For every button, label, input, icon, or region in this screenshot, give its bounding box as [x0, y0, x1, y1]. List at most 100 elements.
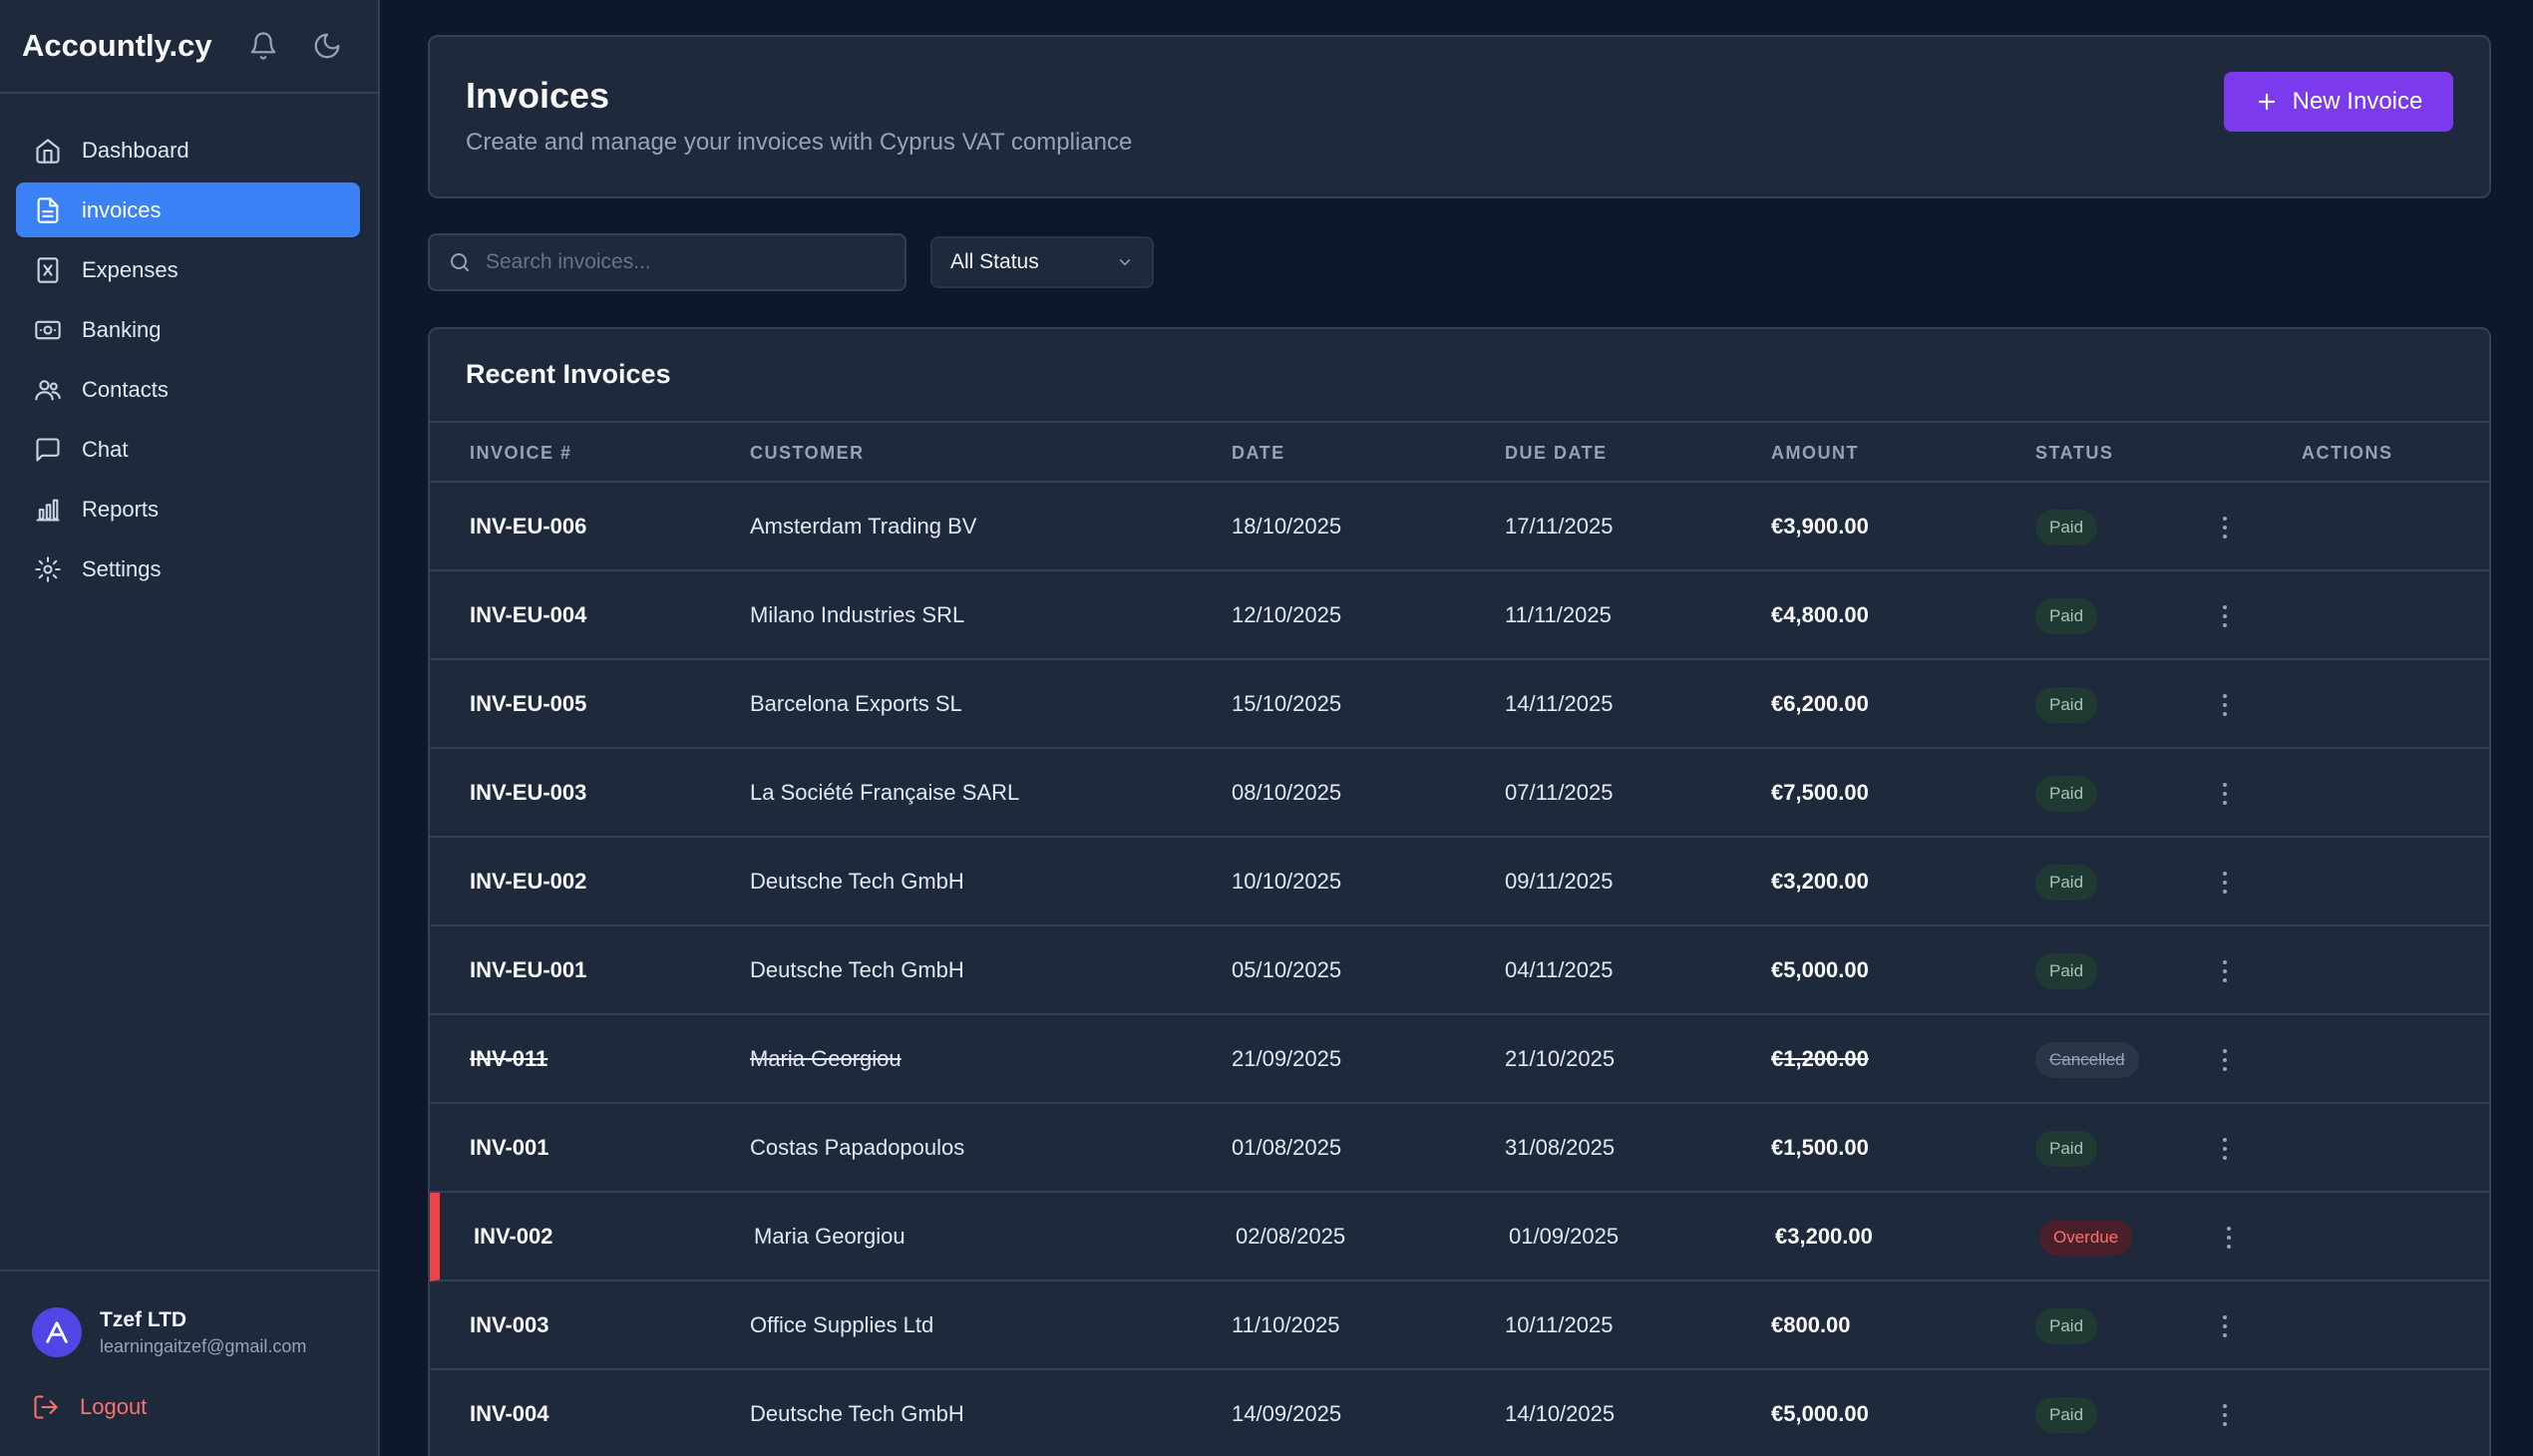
due-date: 10/11/2025 — [1505, 1312, 1614, 1337]
sidebar-item-label: Settings — [82, 555, 162, 581]
status-badge: Paid — [2035, 1308, 2098, 1344]
customer-name: Amsterdam Trading BV — [750, 514, 977, 539]
due-date: 09/11/2025 — [1505, 869, 1614, 894]
sidebar-item-expenses[interactable]: Expenses — [16, 242, 360, 297]
table-row[interactable]: INV-EU-001 Deutsche Tech GmbH 05/10/2025 04… — [430, 926, 2489, 1015]
main-content: Invoices Create and manage your invoices… — [380, 0, 2533, 1456]
customer-name: Deutsche Tech GmbH — [750, 1401, 964, 1426]
invoice-date: 08/10/2025 — [1232, 780, 1342, 805]
file-icon — [37, 196, 59, 223]
column-header-due-date: DUE DATE — [1505, 443, 1608, 463]
home-icon — [36, 138, 60, 164]
due-date: 17/11/2025 — [1505, 514, 1614, 539]
invoice-date: 10/10/2025 — [1232, 869, 1342, 894]
sidebar-item-dashboard[interactable]: Dashboard — [16, 123, 360, 178]
table-row[interactable]: INV-EU-003 La Société Française SARL 08/10… — [430, 749, 2489, 838]
sidebar-item-chat[interactable]: Chat — [16, 422, 360, 477]
table-row[interactable]: INV-EU-006 Amsterdam Trading BV 18/10/2025… — [430, 483, 2489, 571]
status-badge: Overdue — [2039, 1220, 2133, 1256]
status-badge: Paid — [2035, 1131, 2098, 1167]
table-row[interactable]: INV-EU-005 Barcelona Exports SL 15/10/2025… — [430, 660, 2489, 749]
sidebar-item-label: Contacts — [82, 376, 169, 402]
sidebar-item-banking[interactable]: Banking — [16, 302, 360, 357]
logout-button[interactable]: Logout — [32, 1393, 346, 1421]
more-actions-icon[interactable] — [2215, 1311, 2235, 1341]
more-actions-icon[interactable] — [2215, 868, 2235, 898]
chevron-down-icon — [1119, 259, 1131, 266]
table-row[interactable]: INV-004 Deutsche Tech GmbH 14/09/2025 14/10… — [430, 1370, 2489, 1456]
customer-name: Barcelona Exports SL — [750, 691, 962, 716]
customer-name: Maria Georgiou — [754, 1224, 905, 1249]
invoice-amount: €6,200.00 — [1771, 691, 1869, 716]
page-subtitle: Create and manage your invoices with Cyp… — [466, 129, 1133, 156]
search-input[interactable] — [486, 250, 885, 274]
more-actions-icon[interactable] — [2215, 513, 2235, 543]
page-header: Invoices Create and manage your invoices… — [428, 35, 2491, 198]
status-badge: Paid — [2035, 598, 2098, 634]
table-row[interactable]: INV-002 Maria Georgiou 02/08/2025 01/09/202… — [430, 1193, 2489, 1281]
sidebar-item-label: invoices — [82, 196, 162, 222]
app-logo: Accountly.cy — [22, 28, 212, 63]
sidebar-item-settings[interactable]: Settings — [16, 542, 360, 596]
more-actions-icon[interactable] — [2215, 1400, 2235, 1430]
status-filter-select[interactable]: All Status — [930, 236, 1154, 288]
status-badge: Paid — [2035, 1397, 2098, 1433]
status-filter-value: All Status — [950, 250, 1039, 273]
invoice-date: 11/10/2025 — [1232, 1312, 1340, 1337]
more-actions-icon[interactable] — [2215, 1045, 2235, 1075]
due-date: 01/09/2025 — [1509, 1224, 1620, 1249]
due-date: 11/11/2025 — [1505, 602, 1612, 627]
table-body: INV-EU-006 Amsterdam Trading BV 18/10/2025… — [430, 483, 2489, 1456]
more-actions-icon[interactable] — [2215, 956, 2235, 986]
invoice-number: INV-EU-005 — [470, 691, 587, 716]
column-header-customer: CUSTOMER — [750, 443, 865, 463]
more-actions-icon[interactable] — [2219, 1223, 2239, 1253]
table-row[interactable]: INV-001 Costas Papadopoulos 01/08/2025 31/0… — [430, 1104, 2489, 1193]
moon-icon[interactable] — [312, 31, 342, 61]
bell-icon[interactable] — [248, 31, 278, 61]
sidebar-item-label: Chat — [82, 436, 129, 462]
invoice-amount: €1,200.00 — [1771, 1046, 1869, 1071]
customer-name: Deutsche Tech GmbH — [750, 957, 964, 982]
more-actions-icon[interactable] — [2215, 690, 2235, 720]
column-header-date: DATE — [1232, 443, 1285, 463]
sidebar-item-contacts[interactable]: Contacts — [16, 362, 360, 417]
new-invoice-button[interactable]: New Invoice — [2224, 72, 2453, 132]
table-row[interactable]: INV-EU-004 Milano Industries SRL 12/10/202… — [430, 571, 2489, 660]
sidebar-item-label: Banking — [82, 316, 162, 342]
more-actions-icon[interactable] — [2215, 601, 2235, 631]
customer-name: Office Supplies Ltd — [750, 1312, 934, 1337]
new-invoice-label: New Invoice — [2292, 88, 2423, 115]
invoice-amount: €5,000.00 — [1771, 957, 1869, 982]
more-actions-icon[interactable] — [2215, 1134, 2235, 1164]
column-header-actions: ACTIONS — [2302, 443, 2393, 463]
chat-icon — [36, 437, 60, 462]
invoice-amount: €3,200.00 — [1771, 869, 1869, 894]
customer-name: Milano Industries SRL — [750, 602, 965, 627]
page-title: Invoices — [466, 75, 610, 116]
table-header: INVOICE # CUSTOMER DATE DUE DATE AMOUNT … — [430, 421, 2489, 483]
table-row[interactable]: INV-003 Office Supplies Ltd 11/10/2025 10/1… — [430, 1281, 2489, 1370]
more-actions-icon[interactable] — [2215, 779, 2235, 809]
plus-icon — [2258, 93, 2275, 111]
sidebar-item-reports[interactable]: Reports — [16, 482, 360, 537]
invoice-date: 02/08/2025 — [1236, 1224, 1346, 1249]
sidebar-item-invoices[interactable]: invoices — [16, 182, 360, 237]
user-email: learningaitzef@gmail.com — [100, 1335, 307, 1356]
status-badge: Paid — [2035, 953, 2098, 989]
invoice-number: INV-EU-002 — [470, 869, 587, 894]
invoice-amount: €1,500.00 — [1771, 1135, 1869, 1160]
invoice-date: 12/10/2025 — [1232, 602, 1342, 627]
table-row[interactable]: INV-011 Maria Georgiou 21/09/2025 21/10/202… — [430, 1015, 2489, 1104]
invoice-date: 05/10/2025 — [1232, 957, 1342, 982]
table-row[interactable]: INV-EU-002 Deutsche Tech GmbH 10/10/2025 09… — [430, 838, 2489, 926]
invoice-number: INV-001 — [470, 1135, 549, 1160]
invoice-amount: €5,000.00 — [1771, 1401, 1869, 1426]
customer-name: Deutsche Tech GmbH — [750, 869, 964, 894]
search-icon — [451, 253, 469, 271]
invoice-number: INV-EU-006 — [470, 514, 587, 539]
user-profile[interactable]: Tzef LTD learningaitzef@gmail.com — [32, 1307, 346, 1357]
due-date: 07/11/2025 — [1505, 780, 1614, 805]
due-date: 04/11/2025 — [1505, 957, 1614, 982]
logout-label: Logout — [80, 1394, 148, 1419]
